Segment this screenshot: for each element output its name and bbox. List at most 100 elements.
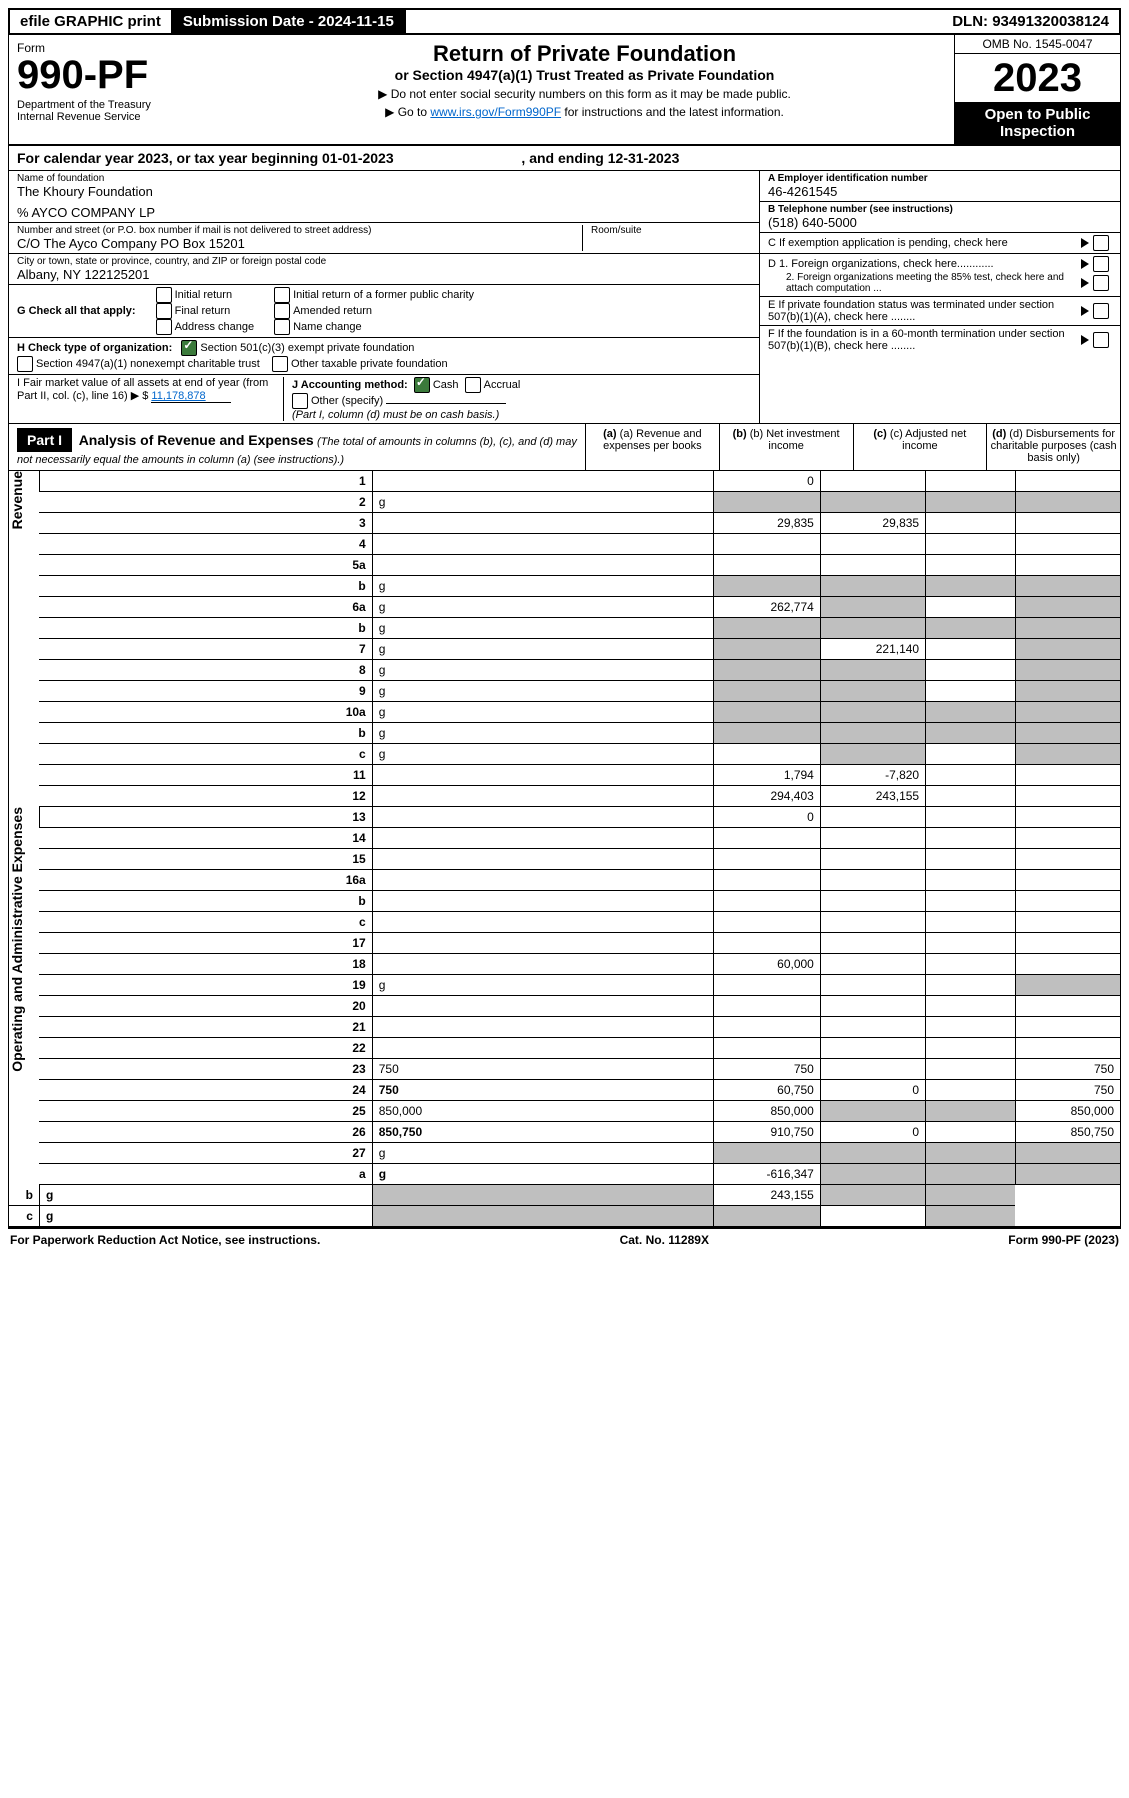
cell-b: 243,155	[714, 1185, 821, 1206]
cell-d	[1015, 849, 1120, 870]
row-desc: 750	[372, 1080, 713, 1101]
table-row: bg	[9, 576, 1121, 597]
cell-d	[1015, 786, 1120, 807]
table-row: cg	[9, 1206, 1121, 1227]
cell-c	[926, 492, 1016, 513]
instructions-link[interactable]: www.irs.gov/Form990PF	[430, 105, 561, 119]
checkbox-name-change[interactable]	[274, 319, 290, 335]
cell-b	[820, 702, 925, 723]
cell-d	[1015, 744, 1120, 765]
revenue-side-label: Revenue	[9, 471, 25, 529]
c-text: C If exemption application is pending, c…	[768, 237, 1077, 249]
table-row: 17	[9, 933, 1121, 954]
ein: 46-4261545	[768, 184, 1112, 199]
name-label: Name of foundation	[17, 173, 751, 184]
cell-b	[820, 849, 925, 870]
cell-c	[926, 912, 1016, 933]
table-row: 2475060,7500750	[9, 1080, 1121, 1101]
checkbox-4947[interactable]	[17, 356, 33, 372]
row-desc: g	[372, 975, 713, 996]
cell-b	[820, 618, 925, 639]
checkbox-f[interactable]	[1093, 332, 1109, 348]
cell-d: 850,000	[1015, 1101, 1120, 1122]
checkbox-other-taxable[interactable]	[272, 356, 288, 372]
row-desc	[372, 933, 713, 954]
calendar-year-bar: For calendar year 2023, or tax year begi…	[8, 144, 1121, 171]
cell-c	[926, 681, 1016, 702]
footer-right: Form 990-PF (2023)	[1008, 1233, 1119, 1247]
table-row: 4	[9, 534, 1121, 555]
cell-d	[1015, 933, 1120, 954]
table-row: 10ag	[9, 702, 1121, 723]
table-row: 21	[9, 1017, 1121, 1038]
cell-b: 0	[820, 1080, 925, 1101]
cell-c	[926, 1101, 1016, 1122]
checkbox-501c3[interactable]	[181, 340, 197, 356]
cell-d	[1015, 996, 1120, 1017]
table-row: 6ag262,774	[9, 597, 1121, 618]
cell-c	[926, 1143, 1016, 1164]
cell-b	[820, 723, 925, 744]
cell-c	[926, 702, 1016, 723]
city-label: City or town, state or province, country…	[17, 256, 751, 267]
cell-c	[926, 513, 1016, 534]
cell-a: 60,000	[714, 954, 821, 975]
cell-a	[714, 702, 821, 723]
table-row: 2g	[9, 492, 1121, 513]
row-number: 26	[39, 1122, 372, 1143]
cell-a	[714, 870, 821, 891]
checkbox-initial-return[interactable]	[156, 287, 172, 303]
cell-c	[926, 828, 1016, 849]
row-desc	[372, 996, 713, 1017]
cell-c	[926, 849, 1016, 870]
checkbox-c[interactable]	[1093, 235, 1109, 251]
checkbox-final-return[interactable]	[156, 303, 172, 319]
phone-label: B Telephone number (see instructions)	[768, 204, 1112, 215]
cell-b: 221,140	[820, 639, 925, 660]
cell-c	[926, 891, 1016, 912]
row-desc: g	[372, 681, 713, 702]
dept-1: Department of the Treasury	[17, 99, 207, 111]
cell-a	[714, 660, 821, 681]
checkbox-address-change[interactable]	[156, 319, 172, 335]
checkbox-accrual[interactable]	[465, 377, 481, 393]
checkbox-e[interactable]	[1093, 303, 1109, 319]
cell-b	[820, 807, 925, 828]
table-row: Revenue10	[9, 471, 1121, 492]
row-number: 17	[39, 933, 372, 954]
checkbox-cash[interactable]	[414, 377, 430, 393]
fmv-value[interactable]: 11,178,878	[151, 390, 231, 403]
checkbox-d2[interactable]	[1093, 275, 1109, 291]
table-row: 20	[9, 996, 1121, 1017]
row-number: 23	[39, 1059, 372, 1080]
footer-left: For Paperwork Reduction Act Notice, see …	[10, 1233, 320, 1247]
checkbox-initial-former[interactable]	[274, 287, 290, 303]
cell-a	[714, 555, 821, 576]
cell-a	[714, 996, 821, 1017]
table-row: 329,83529,835	[9, 513, 1121, 534]
checkbox-other-method[interactable]	[292, 393, 308, 409]
cell-b	[820, 1038, 925, 1059]
row-desc: g	[372, 1143, 713, 1164]
cell-a: 750	[714, 1059, 821, 1080]
row-number: 16a	[39, 870, 372, 891]
cell-c	[926, 870, 1016, 891]
checkbox-d1[interactable]	[1093, 256, 1109, 272]
col-d-head: (d) (d) Disbursements for charitable pur…	[986, 424, 1120, 470]
table-row: bg	[9, 723, 1121, 744]
cell-d	[926, 1206, 1016, 1227]
row-number: 13	[39, 807, 372, 828]
row-desc: g	[372, 660, 713, 681]
form-subtitle: or Section 4947(a)(1) Trust Treated as P…	[223, 67, 946, 83]
footer-mid: Cat. No. 11289X	[620, 1233, 709, 1247]
row-number: 12	[39, 786, 372, 807]
cell-a: 1,794	[714, 765, 821, 786]
cell-c	[926, 975, 1016, 996]
cell-a	[714, 681, 821, 702]
cell-b	[820, 912, 925, 933]
cell-b	[820, 1017, 925, 1038]
part1-header: Part I Analysis of Revenue and Expenses …	[8, 423, 1121, 471]
row-number: 6a	[39, 597, 372, 618]
cell-a	[714, 534, 821, 555]
checkbox-amended[interactable]	[274, 303, 290, 319]
